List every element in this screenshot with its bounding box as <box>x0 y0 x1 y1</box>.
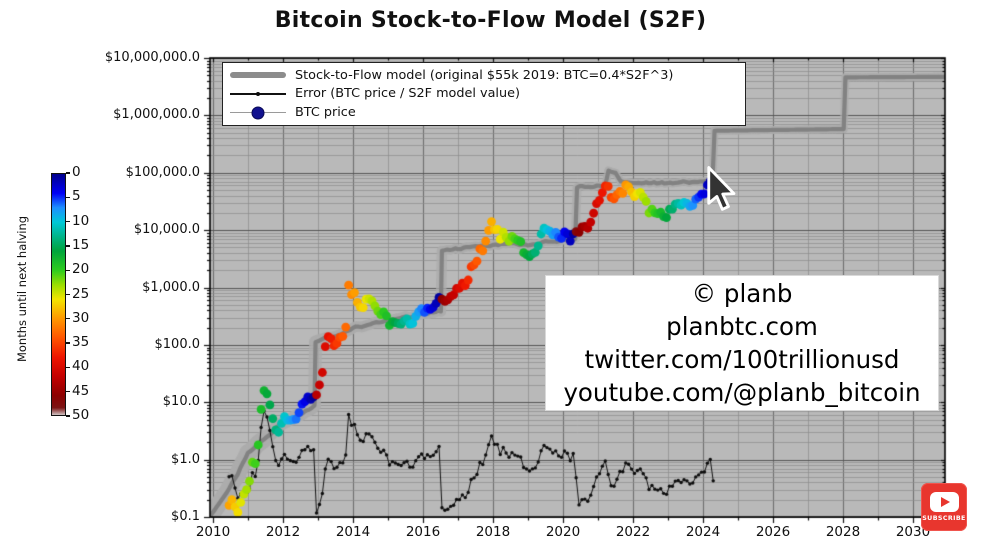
colorbar-tick-label: 50 <box>72 407 90 423</box>
x-tick-label: 2014 <box>335 524 371 540</box>
colorbar-tick-label: 45 <box>72 382 90 399</box>
colorbar-tickmark <box>66 245 70 247</box>
youtube-play-icon <box>929 492 959 512</box>
error-line-sample <box>229 91 287 96</box>
x-tick-label: 2026 <box>755 524 791 540</box>
x-tick-label: 2016 <box>405 524 441 540</box>
colorbar-tick-label: 0 <box>72 164 81 180</box>
colorbar-tick-label: 35 <box>72 334 90 351</box>
colorbar-tickmark <box>66 366 70 369</box>
colorbar <box>51 173 66 416</box>
colorbar-tickmark <box>66 172 70 174</box>
chart-title: Bitcoin Stock-to-Flow Model (S2F) <box>274 8 707 33</box>
colorbar-tickmark <box>66 196 70 198</box>
watermark-line: youtube.com/@planb_bitcoin <box>563 378 921 407</box>
colorbar-tickmark <box>66 220 70 223</box>
y-tick-label: $10,000,000.0 <box>104 50 200 65</box>
btc-price-dot-sample <box>229 106 287 120</box>
y-tick-label: $1.0 <box>171 451 200 467</box>
x-tick-label: 2020 <box>545 524 581 540</box>
colorbar-tickmark <box>66 293 70 296</box>
x-tick-label: 2022 <box>615 524 651 540</box>
legend: Stock-to-Flow model (original $55k 2019:… <box>222 62 746 126</box>
subscribe-button[interactable]: SUBSCRIBE <box>921 483 967 531</box>
colorbar-label: Months until next halving <box>15 215 29 363</box>
watermark-box: © planb planbtc.com twitter.com/100trill… <box>545 275 939 411</box>
colorbar-tick-label: 5 <box>72 188 81 205</box>
x-tick-label: 2018 <box>475 524 511 540</box>
s2f-model-line-sample <box>229 72 287 79</box>
legend-item-s2f-model: Stock-to-Flow model (original $55k 2019:… <box>229 66 739 84</box>
colorbar-tick-label: 30 <box>72 309 90 326</box>
watermark-line: planbtc.com <box>666 312 818 341</box>
y-tick-label: $100.0 <box>154 336 201 352</box>
colorbar-tick-label: 20 <box>72 261 90 278</box>
y-tick-label: $1,000,000.0 <box>113 107 200 123</box>
legend-item-btc-price: BTC price <box>229 104 739 122</box>
x-tick-label: 2012 <box>265 524 301 540</box>
legend-label: Stock-to-Flow model (original $55k 2019:… <box>295 67 674 83</box>
colorbar-tickmark <box>66 342 70 344</box>
colorbar-tickmark <box>66 318 70 320</box>
legend-item-error: Error (BTC price / S2F model value) <box>229 85 739 103</box>
colorbar-tick-label: 10 <box>72 212 90 229</box>
colorbar-tickmark <box>66 391 70 393</box>
y-tick-label: $10.0 <box>162 394 200 410</box>
legend-label: Error (BTC price / S2F model value) <box>295 86 520 102</box>
legend-label: BTC price <box>295 105 356 121</box>
colorbar-tick-label: 25 <box>72 285 90 302</box>
colorbar-tick-label: 15 <box>72 236 90 253</box>
colorbar-tickmark <box>66 269 70 271</box>
colorbar-tickmark <box>66 415 70 417</box>
x-tick-label: 2028 <box>825 524 861 540</box>
colorbar-tick-label: 40 <box>72 358 90 375</box>
watermark-line: twitter.com/100trillionusd <box>584 345 900 374</box>
subscribe-label: SUBSCRIBE <box>922 515 966 522</box>
x-tick-label: 2010 <box>195 524 231 540</box>
y-tick-label: $0.1 <box>171 509 200 524</box>
y-tick-label: $100,000.0 <box>125 164 200 180</box>
y-tick-label: $1,000.0 <box>142 279 200 295</box>
y-tick-label: $10,000.0 <box>133 222 200 238</box>
watermark-line: © planb <box>691 279 793 308</box>
x-tick-label: 2024 <box>685 524 721 540</box>
